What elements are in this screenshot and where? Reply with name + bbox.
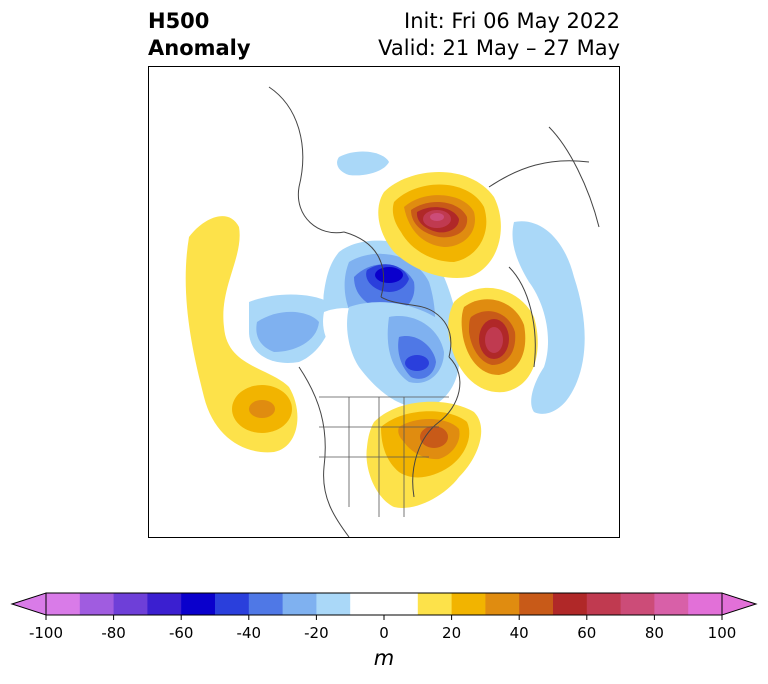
colorbar-segment — [451, 593, 486, 615]
colorbar-segment — [553, 593, 588, 615]
valid-range: Valid: 21 May – 27 May — [378, 36, 620, 60]
coastlines — [268, 86, 600, 537]
map-svg — [185, 86, 600, 537]
colorbar-tick-label: 60 — [577, 624, 597, 642]
anomaly-map — [148, 66, 620, 538]
colorbar-extend-min — [10, 592, 47, 616]
colorbar-tick-label: 20 — [442, 624, 462, 642]
colorbar-tick-label: 0 — [379, 624, 389, 642]
colorbar-tick-label: -80 — [101, 624, 126, 642]
colorbar-tick-label: -60 — [168, 624, 194, 642]
colorbar-segment — [654, 593, 689, 615]
title-line-2: Anomaly — [148, 36, 251, 60]
colorbar-segment — [586, 593, 622, 615]
anomaly-greenland-positive — [378, 172, 501, 278]
colorbar-segment — [485, 593, 520, 615]
colorbar-tick-label: -100 — [28, 624, 64, 642]
date-info: Init: Fri 06 May 2022 Valid: 21 May – 27… — [378, 8, 620, 62]
colorbar-extend-max — [721, 592, 758, 616]
colorbar-tick-label: 100 — [707, 624, 737, 642]
init-date: Init: Fri 06 May 2022 — [404, 9, 620, 33]
colorbar-segment — [79, 593, 115, 615]
colorbar-segment — [113, 593, 148, 615]
anomaly-atlantic-negative — [337, 151, 585, 414]
colorbar-segment — [147, 593, 182, 615]
colorbar-segment — [316, 593, 351, 615]
colorbar-tick-label: 80 — [644, 624, 664, 642]
colorbar-segment — [417, 593, 453, 615]
colorbar — [0, 586, 768, 676]
chart-title: H500 Anomaly — [148, 8, 251, 62]
colorbar-tick-label: 40 — [509, 624, 529, 642]
colorbar-segment — [688, 593, 723, 615]
colorbar-segment — [248, 593, 284, 615]
anomaly-eastern-us-positive — [366, 401, 482, 508]
colorbar-segment — [282, 593, 317, 615]
state-borders — [319, 396, 449, 517]
colorbar-svg — [10, 592, 758, 620]
colorbar-segment — [215, 593, 250, 615]
anomaly-canada-negative — [347, 302, 460, 408]
colorbar-segment — [384, 593, 419, 615]
colorbar-unit: m — [373, 646, 395, 670]
anomaly-north-pacific — [185, 216, 298, 453]
colorbar-tick-label: -20 — [304, 624, 329, 642]
colorbar-segment — [46, 593, 81, 615]
anomaly-scandinavia-positive — [448, 287, 538, 393]
colorbar-segment — [620, 593, 655, 615]
colorbar-segment — [181, 593, 216, 615]
colorbar-tick-label: -40 — [236, 624, 262, 642]
colorbar-segment — [350, 593, 385, 615]
title-line-1: H500 — [148, 9, 210, 33]
colorbar-segment — [519, 593, 554, 615]
